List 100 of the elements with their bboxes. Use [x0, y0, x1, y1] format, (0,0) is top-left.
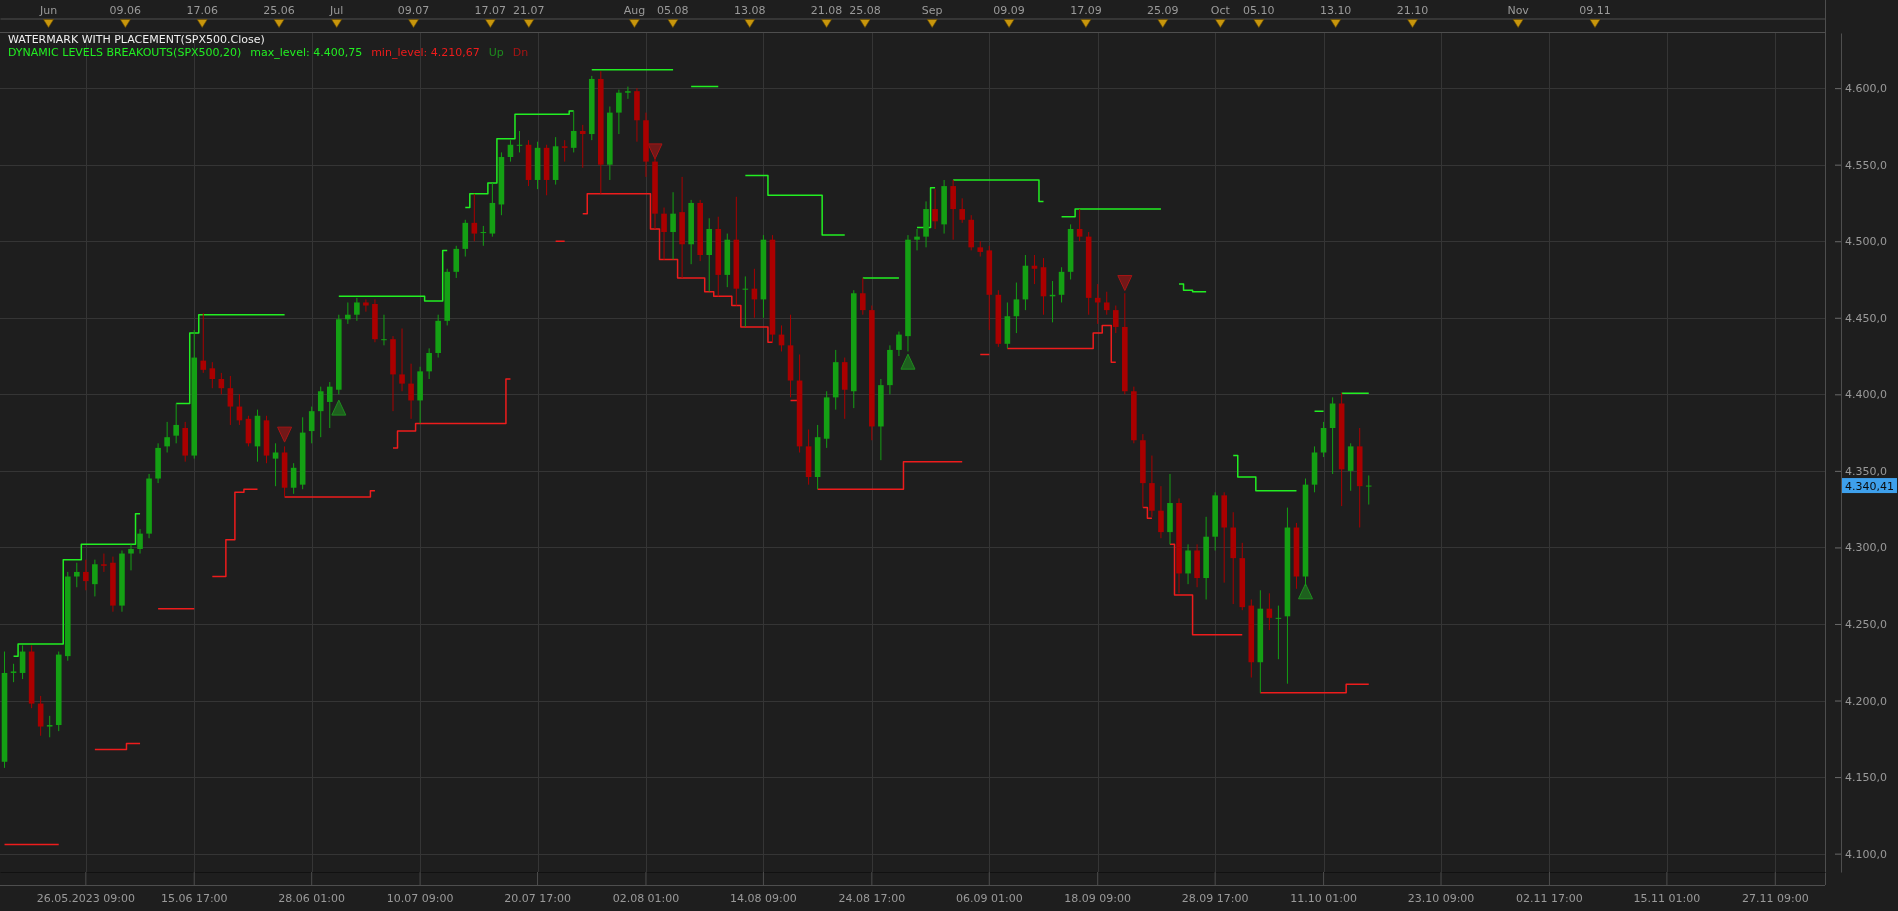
candlestick [345, 301, 351, 325]
x2-tick-label: 17.07 [474, 3, 507, 17]
candlestick [290, 462, 297, 495]
candlestick [164, 421, 170, 453]
x-tick-label: 15.06 17:00 [160, 891, 228, 905]
candlestick [173, 403, 179, 444]
x-tick-label: 20.07 17:00 [504, 891, 571, 905]
candlestick [670, 191, 676, 261]
y-tick-label: 4.400,0 [1845, 388, 1887, 402]
candlestick [101, 553, 107, 573]
x2-tick-label: 17.06 [186, 3, 218, 17]
candlestick [661, 207, 667, 261]
legend-title: DYNAMIC LEVELS BREAKOUTS(SPX500,20) [8, 46, 242, 59]
x2-tick-label: 21.10 [1396, 3, 1429, 17]
text: max_level: 4.400,75 [250, 46, 363, 59]
candlestick [317, 386, 324, 438]
candlestick [453, 245, 460, 279]
x2-tick-label: 05.10 [1243, 3, 1275, 17]
y-tick-label: 4.150,0 [1845, 771, 1887, 785]
candlestick [932, 188, 938, 230]
x-tick-label: 28.06 01:00 [278, 891, 346, 905]
candlestick [1103, 291, 1110, 316]
candlestick [10, 663, 17, 683]
point [331, 399, 347, 416]
y-tick-label: 4.250,0 [1845, 617, 1887, 631]
y-tick-label: 4.600,0 [1845, 82, 1887, 96]
x2-tick-label: Sep [921, 3, 943, 17]
candlestick [579, 124, 586, 169]
candlestick [83, 559, 89, 591]
candlestick [625, 86, 631, 100]
candlestick [1365, 474, 1372, 506]
candlestick [1094, 283, 1101, 325]
y-tick-label: 4.350,0 [1845, 464, 1887, 478]
y-tick-label: 4.550,0 [1845, 158, 1887, 172]
x-tick-label: 10.07 09:00 [386, 891, 454, 905]
point [900, 353, 916, 370]
candlestick [73, 562, 80, 588]
candlestick [308, 406, 315, 444]
x-tick-label: 24.08 17:00 [838, 891, 906, 905]
x2-tick-label: 13.08 [733, 3, 766, 17]
point [647, 143, 663, 160]
x2-tick-label: 17.09 [1070, 3, 1102, 17]
candlestick [561, 139, 568, 163]
x-tick-label: 28.09 17:00 [1181, 891, 1249, 905]
candlestick [354, 297, 360, 322]
point [277, 426, 293, 443]
candlestick [426, 347, 432, 380]
candlestick [128, 543, 134, 571]
y-tick-label: 4.500,0 [1845, 235, 1887, 249]
candlestick [570, 110, 577, 153]
x2-tick-label: 09.06 [109, 3, 142, 17]
text: 4.340,41 [1845, 479, 1894, 493]
candlestick [860, 277, 866, 316]
x2-tick-label: 21.07 [513, 3, 545, 17]
candlestick [616, 89, 622, 135]
candlestick [363, 298, 369, 313]
candlestick [1013, 282, 1020, 334]
text: Up [488, 46, 504, 59]
candlestick [408, 363, 414, 420]
x2-tick-label: 05.08 [657, 3, 689, 17]
x2-tick-label: 21.08 [810, 3, 843, 17]
candlestick [137, 528, 143, 555]
x2-tick-label: Jun [38, 3, 58, 17]
x2-tick-label: 09.07 [397, 3, 430, 17]
x-tick-label: 18.09 09:00 [1064, 891, 1132, 905]
candlestick [92, 559, 98, 597]
candlestick [950, 179, 956, 241]
x-tick-label: 02.11 17:00 [1516, 891, 1583, 905]
candlestick [959, 197, 965, 224]
x-tick-label: 23.10 09:00 [1407, 891, 1475, 905]
candlestick [1185, 543, 1191, 585]
annotation: WATERMARK WITH PLACEMENT(SPX500.Close) [8, 33, 265, 46]
y-tick-label: 4.200,0 [1845, 694, 1887, 708]
x-tick-label: 02.08 01:00 [612, 891, 680, 905]
x-tick-label: 14.08 09:00 [730, 891, 797, 905]
x2-tick-label: 25.08 [849, 3, 881, 17]
x2-tick-label: 25.09 [1146, 3, 1179, 17]
candlestick [896, 331, 902, 357]
candlestick [200, 312, 207, 374]
y-tick-label: 4.100,0 [1845, 847, 1887, 861]
x2-tick-label: Jul [329, 3, 344, 17]
candlestick [46, 715, 53, 738]
text: Dn [512, 46, 529, 59]
y-tick-label: 4.300,0 [1845, 541, 1887, 555]
x-tick-label: 26.05.2023 09:00 [36, 891, 135, 905]
x-tick-label: 11.10 01:00 [1290, 891, 1357, 905]
candlestick [914, 228, 920, 251]
x2-tick-label: Aug [623, 3, 646, 17]
x-tick-label: 15.11 01:00 [1633, 891, 1701, 905]
candlestick [227, 375, 234, 426]
x2-tick-label: 13.10 [1319, 3, 1352, 17]
text: min_level: 4.210,67 [371, 46, 480, 59]
x2-tick-label: 09.09 [993, 3, 1025, 17]
candlestick [399, 327, 405, 392]
x2-tick-label: 09.11 [1579, 3, 1611, 17]
candlestick [209, 361, 216, 389]
candlestick [471, 193, 478, 242]
candlestick [1112, 305, 1119, 334]
x2-tick-label: Oct [1210, 3, 1231, 17]
y-tick-label: 4.450,0 [1845, 311, 1887, 325]
